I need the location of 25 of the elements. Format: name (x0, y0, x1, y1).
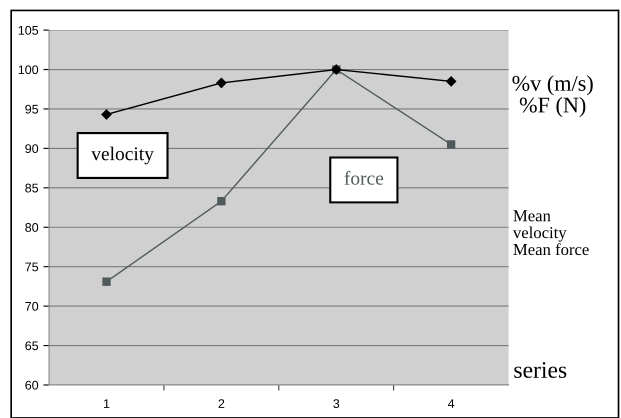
x-tick-label: 2 (218, 399, 224, 408)
y-tick-label: 90 (25, 144, 38, 154)
y-tick-label: 105 (18, 26, 38, 35)
point (217, 197, 226, 206)
series-label: velocity (91, 146, 154, 164)
x-axis-title: series (514, 362, 566, 378)
y-tick-label: 100 (18, 65, 38, 74)
point (216, 78, 226, 88)
x-tick-label: 1 (104, 399, 110, 408)
y-tick-label: 65 (25, 341, 38, 350)
point (102, 278, 111, 286)
y-tick-label: 95 (25, 104, 38, 114)
point (446, 76, 456, 86)
y-tick-label: 70 (25, 302, 38, 311)
point (446, 140, 456, 149)
point (101, 109, 112, 120)
text: Mean velocity Mean force (512, 210, 589, 256)
x-tick-label: 4 (448, 399, 454, 408)
y-tick-label: 85 (25, 184, 38, 192)
y-tick-label: 75 (25, 262, 38, 272)
y-tick-label: 60 (25, 380, 38, 390)
text: force (344, 170, 384, 185)
x-tick-label: 3 (333, 399, 340, 408)
y-axis-title: %v (m/s) %F (N) (512, 75, 593, 118)
y-tick-label: 80 (25, 223, 38, 232)
